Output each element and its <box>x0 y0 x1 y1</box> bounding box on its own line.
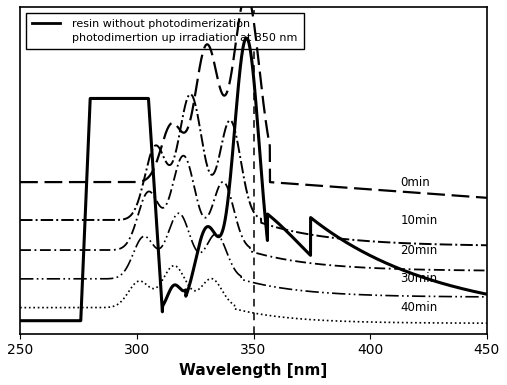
Text: 40min: 40min <box>401 301 438 314</box>
Legend:   resin without photodimerization,   photodimertion up irradiation at 350 nm: resin without photodimerization, photodi… <box>26 12 304 49</box>
Text: 0min: 0min <box>401 176 430 189</box>
Text: 10min: 10min <box>401 214 438 226</box>
Text: 30min: 30min <box>401 272 438 285</box>
X-axis label: Wavelength [nm]: Wavelength [nm] <box>179 363 328 378</box>
Text: 20min: 20min <box>401 244 438 257</box>
